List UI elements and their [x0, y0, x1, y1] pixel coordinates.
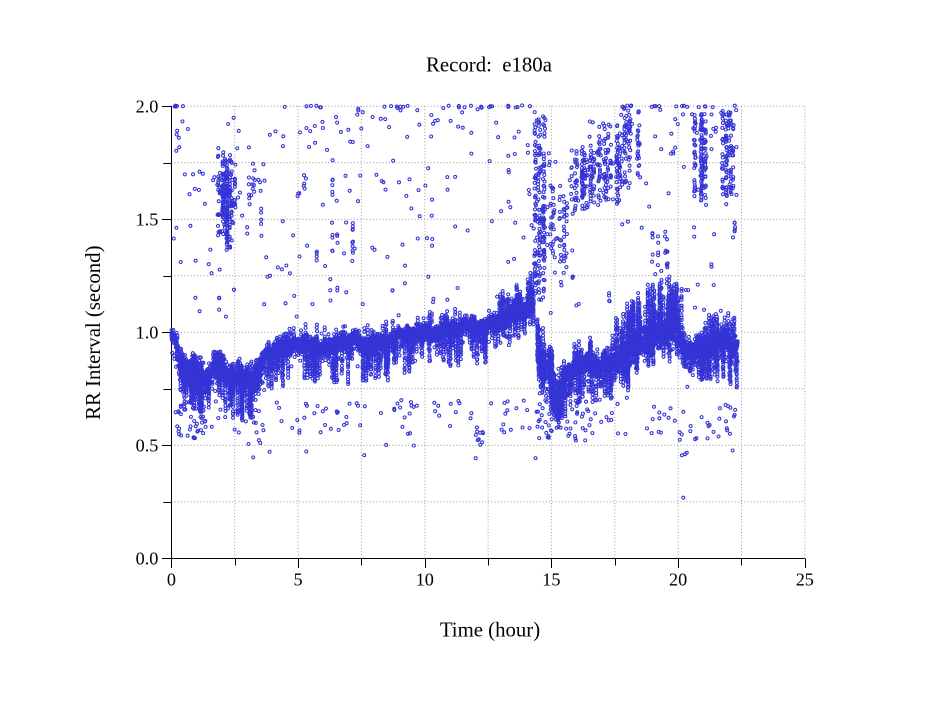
svg-text:15: 15: [542, 570, 560, 590]
svg-text:5: 5: [294, 570, 303, 590]
svg-text:RR Interval (second): RR Interval (second): [82, 245, 105, 419]
svg-text:10: 10: [416, 570, 434, 590]
svg-text:1.5: 1.5: [136, 210, 159, 230]
svg-text:Time (hour): Time (hour): [440, 619, 540, 642]
svg-text:Record: e180a: Record: e180a: [426, 53, 552, 76]
svg-text:0.0: 0.0: [136, 549, 159, 569]
svg-text:0: 0: [167, 570, 176, 590]
svg-text:20: 20: [669, 570, 687, 590]
svg-text:1.0: 1.0: [136, 323, 159, 343]
svg-text:25: 25: [796, 570, 814, 590]
svg-text:2.0: 2.0: [136, 97, 159, 117]
svg-text:0.5: 0.5: [136, 436, 159, 456]
